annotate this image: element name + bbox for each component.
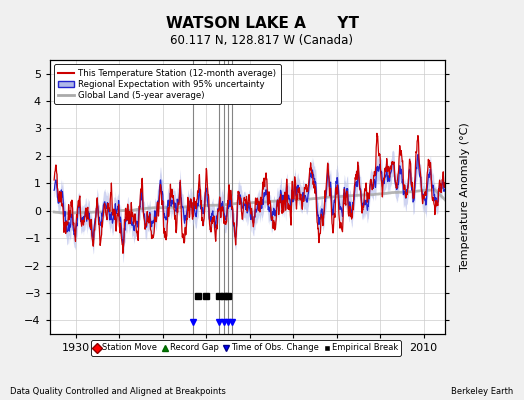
Text: 60.117 N, 128.817 W (Canada): 60.117 N, 128.817 W (Canada) [170, 34, 354, 47]
Text: Data Quality Controlled and Aligned at Breakpoints: Data Quality Controlled and Aligned at B… [10, 387, 226, 396]
Text: WATSON LAKE A      YT: WATSON LAKE A YT [166, 16, 358, 31]
Legend: This Temperature Station (12-month average), Regional Expectation with 95% uncer: This Temperature Station (12-month avera… [54, 64, 280, 104]
Legend: Station Move, Record Gap, Time of Obs. Change, Empirical Break: Station Move, Record Gap, Time of Obs. C… [92, 340, 401, 356]
Y-axis label: Temperature Anomaly (°C): Temperature Anomaly (°C) [460, 123, 470, 271]
Text: Berkeley Earth: Berkeley Earth [451, 387, 514, 396]
